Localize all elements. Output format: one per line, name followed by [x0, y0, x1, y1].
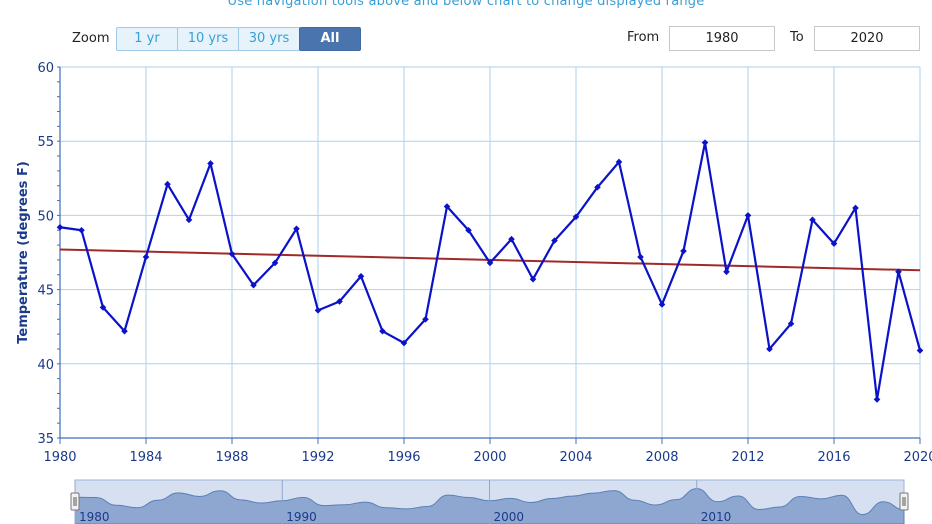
data-point — [336, 298, 343, 305]
data-point — [443, 203, 451, 210]
navigator-tick-label: 2010 — [701, 510, 732, 524]
y-tick-label: 35 — [37, 432, 54, 447]
x-tick-label: 2012 — [731, 450, 764, 465]
data-point — [508, 235, 515, 243]
data-point — [400, 339, 408, 347]
data-point — [787, 320, 795, 328]
series-layer — [56, 139, 924, 403]
data-point — [357, 272, 365, 280]
data-point — [852, 204, 859, 212]
data-point — [293, 225, 300, 233]
x-tick-label: 2008 — [645, 450, 678, 465]
to-label: To — [790, 30, 804, 45]
x-tick-label: 1992 — [301, 450, 334, 465]
data-point — [701, 139, 709, 146]
x-tick-label: 2004 — [559, 450, 592, 465]
data-point — [486, 259, 494, 267]
navigator[interactable]: 1980 1990 2000 2010 — [70, 479, 909, 524]
y-axis-title: Temperature (degrees F) — [16, 161, 31, 344]
x-tick-label: 2020 — [903, 450, 932, 465]
data-point — [637, 253, 644, 261]
x-tick-label: 2016 — [817, 450, 850, 465]
navigator-tick-label: 1980 — [79, 510, 110, 524]
data-point — [594, 183, 601, 191]
navigator-left-handle[interactable] — [70, 492, 80, 511]
x-tick-label: 1980 — [43, 450, 76, 465]
from-label: From — [627, 30, 660, 45]
zoom-all-button[interactable]: All — [299, 27, 361, 51]
x-tick-label: 2000 — [473, 450, 506, 465]
data-point — [379, 327, 386, 335]
chart-instructions: Use navigation tools above and below cha… — [227, 0, 705, 9]
data-point — [228, 250, 236, 258]
navigator-tick-label: 2000 — [494, 510, 525, 524]
from-input[interactable]: 1980 — [669, 26, 775, 51]
data-point — [572, 213, 580, 221]
grid-lines — [59, 66, 921, 439]
data-point — [121, 327, 128, 335]
data-point — [185, 216, 193, 224]
x-tick-label: 1984 — [129, 450, 162, 465]
y-tick-label: 50 — [37, 209, 54, 224]
data-point — [723, 268, 730, 276]
data-point — [680, 247, 687, 255]
data-point — [809, 216, 816, 224]
data-point — [658, 301, 666, 308]
data-point — [615, 158, 623, 166]
y-tick-label: 60 — [37, 61, 54, 76]
data-point — [207, 160, 214, 167]
data-point — [830, 240, 838, 247]
data-point — [78, 226, 85, 234]
y-tick-label: 40 — [37, 358, 54, 373]
data-point — [744, 212, 752, 219]
data-point — [529, 275, 537, 283]
y-tick-label: 45 — [37, 284, 54, 299]
data-point — [895, 268, 902, 276]
data-point — [465, 226, 472, 234]
data-point — [551, 237, 558, 244]
data-point — [314, 307, 322, 314]
navigator-right-handle[interactable] — [899, 492, 909, 511]
axes — [57, 66, 921, 444]
data-point — [422, 315, 429, 323]
tick-labels: 1980 1984 1988 1992 1996 2000 2004 2008 2012 2016… — [16, 61, 932, 465]
data-point — [873, 396, 881, 403]
zoom-label: Zoom — [72, 31, 110, 46]
x-tick-label: 1988 — [215, 450, 248, 465]
x-tick-label: 1996 — [387, 450, 420, 465]
data-point — [99, 304, 107, 311]
data-point — [271, 259, 279, 267]
to-input[interactable]: 2020 — [814, 26, 920, 51]
data-point — [250, 281, 257, 289]
navigator-tick-label: 1990 — [286, 510, 317, 524]
data-point — [142, 253, 150, 261]
data-point — [916, 347, 924, 354]
zoom-10yrs-button[interactable]: 10 yrs — [177, 27, 239, 51]
data-point — [766, 345, 773, 353]
data-point — [164, 180, 171, 188]
data-point — [56, 223, 64, 231]
y-tick-label: 55 — [37, 135, 54, 150]
